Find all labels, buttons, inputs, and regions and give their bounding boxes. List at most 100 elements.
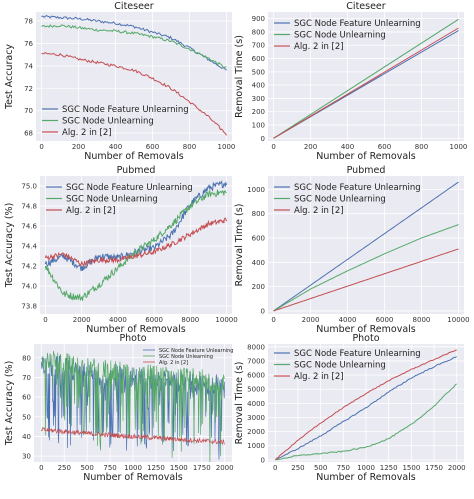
y-tick-label: 200 (252, 108, 265, 116)
y-tick-label: 1000 (247, 442, 265, 450)
y-tick-label: 600 (252, 235, 265, 243)
x-axis-label: Number of Removals (86, 324, 186, 335)
chart-panel-5: 0 250 500 750 1000 1250 1500 1750 2000 30 40 50 60 70… (4, 333, 234, 483)
legend-entry: SGC Node Feature Unlearning (294, 183, 421, 193)
x-tick-label: 2000 (73, 316, 91, 324)
y-tick-label: 60 (22, 394, 31, 402)
legend-entry: SGC Node Unlearning (294, 195, 386, 205)
y-tick-label: 74.8 (21, 203, 37, 211)
x-tick-label: 200 (72, 143, 85, 151)
y-tick-label: 74.2 (21, 263, 37, 271)
chart-panel-3: 0 2000 4000 6000 8000 10000 73.8 74.0 74.2 74.4 74… (4, 165, 238, 335)
y-tick-label: 200 (252, 283, 265, 291)
y-axis-label: Test Accuracy (%) (4, 361, 15, 447)
legend-entry: SGC Node Feature Unlearning (62, 105, 189, 115)
plot-area (40, 176, 232, 314)
legend-entry: SGC Node Feature Unlearning (159, 348, 233, 354)
chart-title: Photo (352, 333, 379, 344)
legend-entry: SGC Node Feature Unlearning (294, 19, 421, 29)
series-line-2 (44, 189, 227, 302)
series-line-3 (273, 27, 459, 139)
x-tick-label: 0 (273, 464, 277, 472)
chart-panel-6: 0 250 500 750 1000 1250 1500 1750 2000 0 1000 2000 3… (234, 333, 466, 483)
y-tick-label: 800 (252, 210, 265, 218)
x-tick-label: 1250 (380, 464, 398, 472)
x-tick-label: 1000 (450, 143, 468, 151)
y-tick-label: 7000 (247, 357, 265, 365)
x-tick-label: 0 (39, 464, 43, 472)
y-tick-label: 0 (261, 135, 265, 143)
y-tick-label: 400 (252, 259, 265, 267)
y-tick-label: 6000 (247, 372, 265, 380)
y-tick-label: 68 (24, 130, 33, 138)
y-tick-label: 400 (252, 82, 265, 90)
x-tick-label: 250 (291, 464, 304, 472)
legend: SGC Node Feature Unlearning SGC Node Unle… (274, 349, 421, 382)
y-tick-label: 78 (24, 17, 33, 25)
y-tick-label: 3000 (247, 414, 265, 422)
chart-panel-2: 0 200 400 600 800 1000 0 100 200 300 400 500 600 700 8… (234, 1, 467, 162)
x-tick-label: 8000 (413, 316, 431, 324)
y-tick-label: 1000 (247, 186, 265, 194)
legend-entry: SGC Node Feature Unlearning (66, 183, 193, 193)
y-tick-label: 800 (252, 28, 265, 36)
legend-entry: Alg. 2 in [2] (294, 206, 344, 216)
y-tick-label: 700 (252, 42, 265, 50)
x-tick-label: 0 (271, 143, 275, 151)
series-line-3 (44, 217, 228, 268)
chart-title: Citeseer (114, 1, 153, 12)
y-tick-label: 40 (22, 433, 31, 441)
series-line-3 (273, 248, 459, 312)
x-tick-label: 1000 (218, 143, 236, 151)
legend-entry: SGC Node Unlearning (159, 354, 213, 360)
x-tick-label: 0 (43, 316, 47, 324)
x-tick-label: 750 (103, 464, 116, 472)
y-tick-label: 600 (252, 55, 265, 63)
plot-area (268, 176, 464, 314)
series-line-3 (40, 426, 225, 446)
y-tick-label: 5000 (247, 386, 265, 394)
x-tick-label: 600 (378, 143, 391, 151)
x-axis-label: Number of Removals (84, 151, 184, 162)
series-line-1 (275, 356, 457, 461)
chart-title: Citeseer (346, 1, 385, 12)
x-axis-label: Number of Removals (83, 472, 183, 483)
y-tick-label: 70 (24, 107, 33, 115)
x-axis-label: Number of Removals (316, 151, 416, 162)
y-tick-label: 70 (22, 374, 31, 382)
x-tick-label: 1250 (147, 464, 165, 472)
x-tick-label: 400 (109, 143, 122, 151)
legend-entry: Alg. 2 in [2] (294, 42, 344, 52)
legend-entry: Alg. 2 in [2] (66, 206, 116, 216)
legend-entry: Alg. 2 in [2] (159, 360, 188, 366)
x-tick-label: 1000 (357, 464, 375, 472)
chart-panel-4: 0 2000 4000 6000 8000 10000 0 200 400 600 800 1000 P… (234, 165, 470, 335)
y-tick-label: 8000 (247, 343, 265, 351)
plot-area (268, 12, 464, 141)
x-tick-label: 600 (146, 143, 159, 151)
legend-entry: SGC Node Unlearning (62, 117, 154, 127)
x-tick-label: 4000 (109, 316, 127, 324)
y-tick-label: 72 (24, 85, 33, 93)
x-tick-label: 2000 (216, 464, 234, 472)
y-tick-label: 2000 (247, 428, 265, 436)
x-tick-label: 1750 (425, 464, 443, 472)
series-line-1 (273, 181, 459, 312)
legend: SGC Node Feature Unlearning SGC Node Unle… (46, 183, 193, 216)
y-tick-label: 900 (252, 15, 265, 23)
y-axis-label: Test Accuracy (4, 44, 15, 110)
x-tick-label: 200 (304, 143, 317, 151)
chart-title: Pubmed (117, 165, 156, 176)
x-tick-label: 0 (39, 143, 43, 151)
y-tick-label: 100 (252, 122, 265, 130)
y-tick-label: 74 (24, 62, 33, 70)
y-tick-label: 0 (261, 456, 265, 464)
y-tick-label: 0 (261, 307, 265, 315)
y-tick-label: 75.0 (21, 183, 37, 191)
x-tick-label: 6000 (376, 316, 394, 324)
chart-title: Pubmed (347, 165, 386, 176)
y-tick-label: 74.0 (21, 283, 37, 291)
x-tick-label: 400 (341, 143, 354, 151)
y-tick-label: 50 (22, 413, 31, 421)
